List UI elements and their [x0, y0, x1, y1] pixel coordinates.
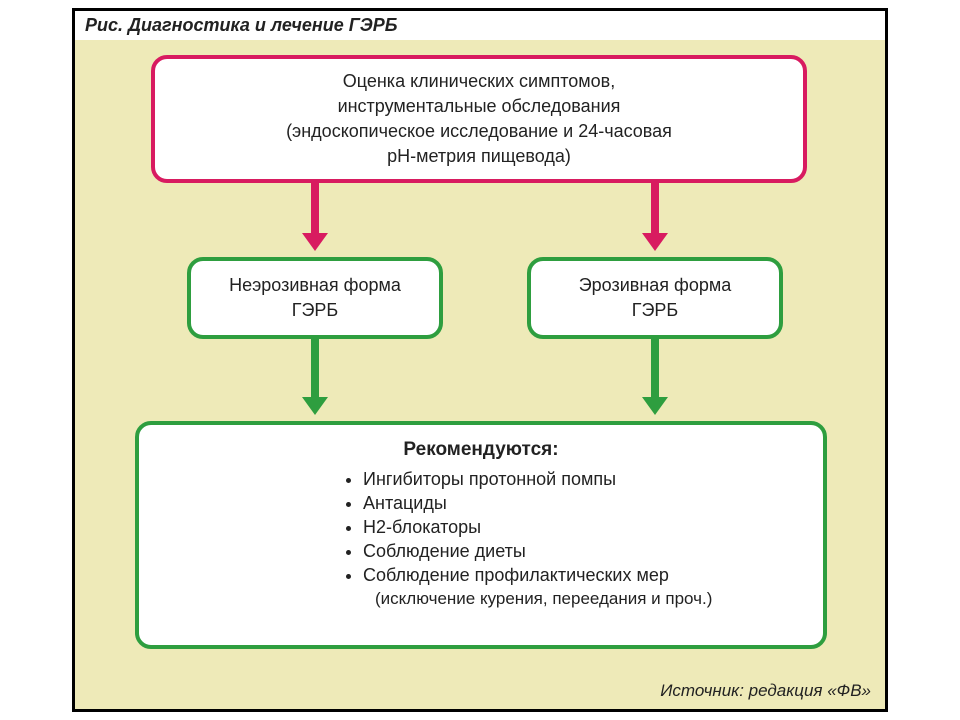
node-text-line: рН-метрия пищевода): [387, 144, 571, 169]
recommendation-item: Соблюдение профилактических мер: [363, 565, 799, 586]
node-erosive: Эрозивная формаГЭРБ: [527, 257, 783, 339]
recommendation-item: Ингибиторы протонной помпы: [363, 469, 799, 490]
recommendation-item: Соблюдение диеты: [363, 541, 799, 562]
node-text-line: ГЭРБ: [632, 298, 679, 323]
recommendation-item: Н2-блокаторы: [363, 517, 799, 538]
node-nonerosive: Неэрозивная формаГЭРБ: [187, 257, 443, 339]
node-recommendations: Рекомендуются: Ингибиторы протонной помп…: [135, 421, 827, 649]
diagram-title: Рис. Диагностика и лечение ГЭРБ: [75, 11, 885, 40]
node-text-line: Оценка клинических симптомов,: [343, 69, 615, 94]
node-text-line: Эрозивная форма: [579, 273, 732, 298]
recommendations-subline: (исключение курения, переедания и проч.): [163, 589, 799, 609]
node-assessment: Оценка клинических симптомов,инструмента…: [151, 55, 807, 183]
node-text-line: ГЭРБ: [292, 298, 339, 323]
node-text-line: (эндоскопическое исследование и 24-часов…: [286, 119, 672, 144]
source-citation: Источник: редакция «ФВ»: [660, 681, 871, 701]
recommendations-title: Рекомендуются:: [163, 439, 799, 461]
diagram-frame: Рис. Диагностика и лечение ГЭРБ Оценка к…: [72, 8, 888, 712]
node-text-line: Неэрозивная форма: [229, 273, 401, 298]
recommendation-item: Антациды: [363, 493, 799, 514]
recommendations-list: Ингибиторы протонной помпы Антациды Н2-бло…: [163, 469, 799, 586]
node-text-line: инструментальные обследования: [338, 94, 621, 119]
